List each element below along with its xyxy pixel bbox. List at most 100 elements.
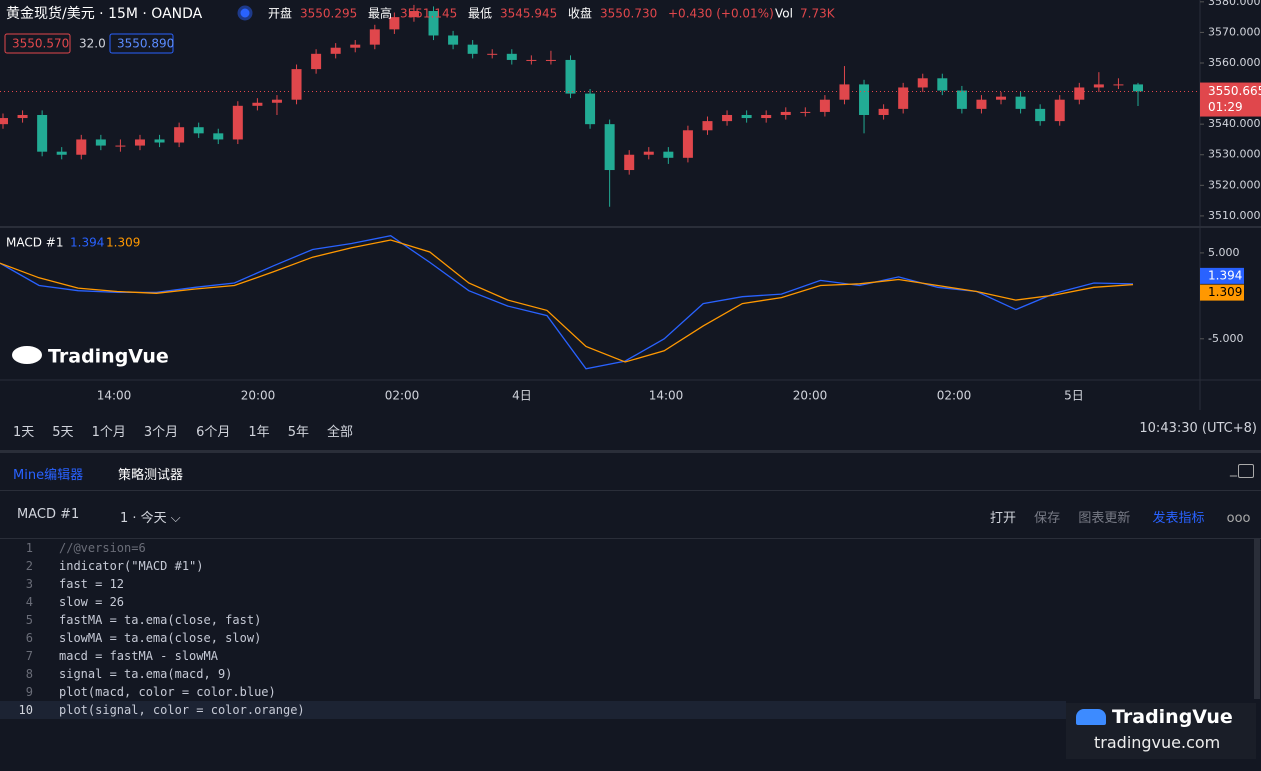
macd-line [0, 239, 1134, 363]
action[interactable]: 保存 [1034, 511, 1061, 526]
action[interactable]: 打开 [990, 511, 1017, 526]
y-tick-label: 3530.000 [1208, 148, 1261, 161]
clock: 10:43:30 (UTC+8) [1139, 421, 1257, 436]
logo-url: tradingvue.com [1094, 733, 1221, 752]
code-text: plot(signal, color = color.orange) [59, 703, 305, 717]
line-number: 4 [25, 595, 33, 609]
code-text: slow = 26 [59, 595, 125, 609]
candle-body [1074, 87, 1085, 100]
line-number: 10 [18, 703, 33, 717]
candle-body [252, 102, 263, 106]
candle-body [624, 154, 635, 171]
candle-body [643, 151, 654, 155]
field-label: 收盘 [568, 6, 592, 21]
candle-body [937, 78, 948, 91]
line-number: 6 [25, 631, 33, 645]
separator [0, 538, 1261, 539]
action[interactable]: 图表更新 [1078, 511, 1131, 526]
ranges: 1天 5天 1个月 3个月 6个月 1年 5年 全部 [13, 421, 371, 440]
candle-body [1015, 96, 1026, 109]
x-tick-label: 02:00 [385, 389, 420, 403]
y-tick-label: 3580.000 [1208, 0, 1261, 8]
value-box-label: 1.394 [1208, 268, 1242, 282]
y-tick-label: 3560.000 [1208, 56, 1261, 69]
y-tick-label: 5.000 [1208, 246, 1240, 259]
x-tick-label: 4日 [512, 389, 532, 403]
code-text: signal = ta.ema(macd, 9) [59, 667, 233, 681]
code-text: //@version=6 [59, 541, 146, 555]
candle-body [174, 127, 185, 143]
candle-body [526, 59, 537, 61]
candle-body [369, 29, 380, 45]
minimize-icon[interactable]: _ [1230, 461, 1237, 477]
candle-body [976, 99, 987, 109]
y-tick-label: 3570.000 [1208, 25, 1261, 38]
editor-panel: Mine编辑器 策略测试器 _ MACD #1 1 · 今天 ⌵ 打开 保存 图… [0, 453, 1261, 771]
candle-body [213, 133, 224, 140]
range-button[interactable]: 5年 [287, 425, 309, 440]
field-value: +0.430 (+0.01%) [668, 7, 774, 21]
range-button[interactable]: 1个月 [91, 425, 126, 440]
more[interactable]: ooo [1226, 511, 1251, 526]
maximize-icon[interactable] [1238, 464, 1254, 478]
tab[interactable]: 策略测试器 [118, 468, 184, 483]
range-button[interactable]: 全部 [326, 425, 353, 440]
code-line: 2 indicator("MACD #1") [0, 557, 1100, 575]
candle-body [291, 69, 302, 100]
code-line: 9 plot(macd, color = color.blue) [0, 683, 1100, 701]
candle-body [780, 111, 791, 115]
range-button[interactable]: 1年 [248, 425, 270, 440]
last-price-label: 3550.665 [1208, 84, 1261, 98]
field-value: 7.73K [800, 7, 836, 21]
range-button[interactable]: 6个月 [196, 425, 231, 440]
candle-body [1133, 84, 1143, 92]
candle-body [487, 53, 498, 55]
candle-body [741, 114, 752, 119]
code-line: 6 slowMA = ta.ema(close, slow) [0, 629, 1100, 647]
symbol: 黄金现货/美元 · 15M · OANDA [6, 5, 203, 22]
logo-name: TradingVue [1112, 706, 1233, 728]
candle-body [76, 139, 87, 155]
candle-body [663, 151, 674, 158]
value-box [1200, 284, 1244, 301]
macd-line [0, 235, 1134, 370]
code-text: indicator("MACD #1") [59, 559, 204, 573]
range-button[interactable]: 1天 [13, 425, 35, 440]
code-editor[interactable]: 1 //@version=6 2 indicator("MACD #1") 3 fast … [0, 539, 1100, 719]
bid-box [4, 33, 71, 54]
candle-body [722, 114, 733, 122]
y-tick-label: 3510.000 [1208, 209, 1261, 222]
code-text: fastMA = ta.ema(close, fast) [59, 613, 262, 627]
x-tick-label: 14:00 [97, 389, 132, 403]
candle-body [448, 35, 459, 45]
version-select[interactable]: 1 · 今天 ⌵ [120, 511, 181, 526]
candle-body [193, 127, 204, 134]
legend-value: 1.309 [106, 236, 140, 250]
tab[interactable]: Mine编辑器 [13, 468, 84, 483]
field-value: 3551.145 [400, 7, 457, 21]
candle-body [428, 11, 439, 36]
ask: 3550.890 [117, 37, 174, 51]
candle-body [232, 105, 243, 140]
code-text: plot(macd, color = color.blue) [59, 685, 276, 699]
code-line: 3 fast = 12 [0, 575, 1100, 593]
x-tick-label: 14:00 [649, 389, 684, 403]
macd-title: MACD #1 [6, 236, 63, 250]
candle-body [389, 17, 400, 30]
watermark-icon [12, 346, 42, 364]
last-price-box [1200, 82, 1261, 117]
candle-body [702, 121, 713, 131]
chart: 3510.0003520.0003530.0003540.0003550.000… [0, 0, 1261, 410]
code-text: macd = fastMA - slowMA [59, 649, 218, 663]
candle-body [1113, 84, 1124, 86]
range-button[interactable]: 3个月 [143, 425, 179, 440]
range-button[interactable]: 5天 [52, 425, 74, 440]
candle-body [350, 44, 361, 48]
candle-body [819, 99, 830, 112]
field-label: 最低 [468, 7, 492, 21]
line-number: 1 [25, 541, 33, 555]
line-number: 2 [25, 559, 33, 573]
candle-body [800, 111, 811, 113]
action[interactable]: 发表指标 [1152, 511, 1205, 526]
